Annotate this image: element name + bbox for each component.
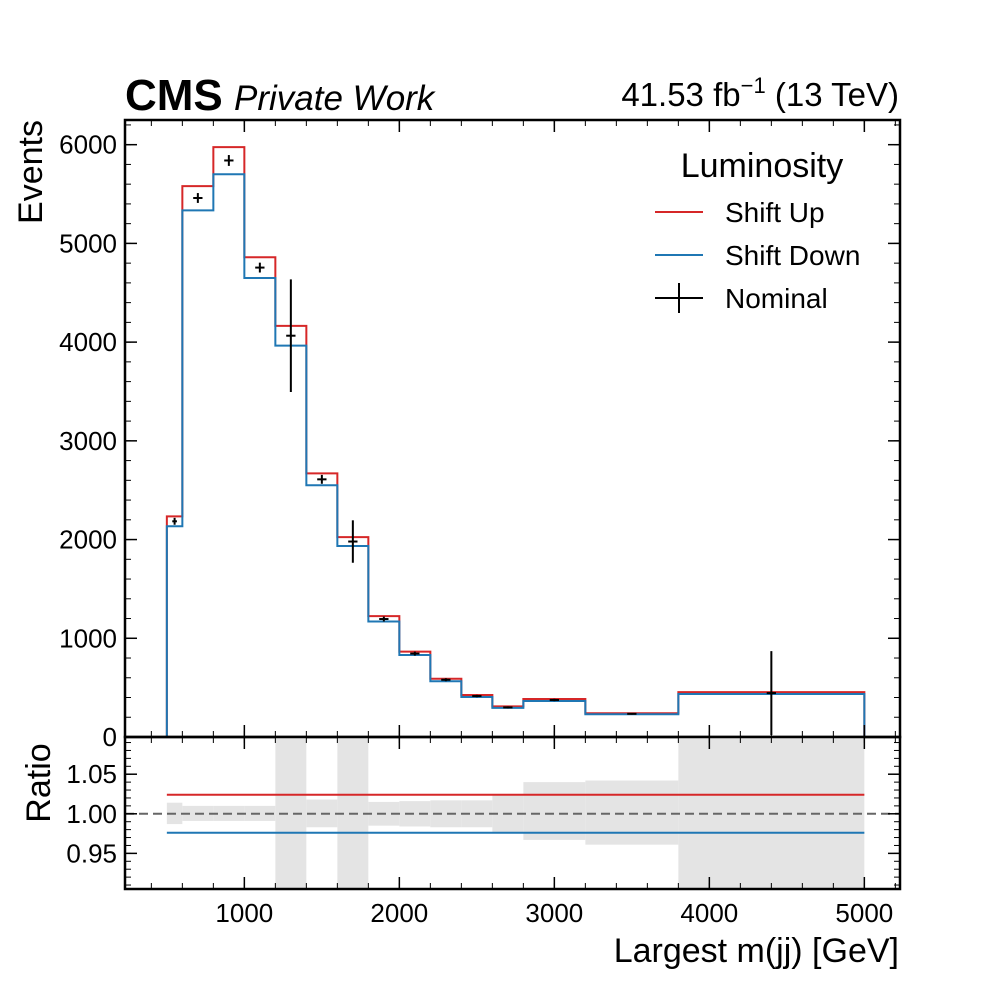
nominal-point (627, 712, 637, 715)
nominal-point (317, 474, 327, 484)
y-tick-label: 2000 (59, 525, 117, 555)
nominal-point (224, 155, 234, 166)
lumi-value: 41.53 fb (621, 76, 740, 113)
ratio-tick-labels: 0.95 1.00 1.05 1000 2000 3000 4000 5000 (66, 759, 893, 928)
y-tick-label: 5000 (59, 228, 117, 258)
nominal-point (410, 651, 420, 656)
nominal-point (286, 279, 296, 392)
lumi-label: 41.53 fb−1 (13 TeV) (621, 73, 899, 113)
ratio-panel: 0.95 1.00 1.05 1000 2000 3000 4000 5000 Ratio L… (20, 735, 902, 970)
legend-title: Luminosity (681, 147, 844, 185)
ratio-lines (125, 793, 900, 834)
lumi-exponent: −1 (741, 73, 766, 98)
y-tick-label: 0.95 (66, 838, 117, 868)
legend-entry-shift-up: Shift Up (725, 197, 825, 228)
y-tick-label: 3000 (59, 426, 117, 456)
nominal-point (348, 520, 358, 563)
y-tick-label: 0 (103, 722, 117, 752)
y-axis-label: Events (12, 120, 50, 224)
x-tick-label: 4000 (680, 898, 738, 928)
step-series-shift-down (165, 173, 866, 737)
y-tick-label: 4000 (59, 327, 117, 357)
nominal-point (503, 706, 513, 709)
legend-entry-nominal: Nominal (725, 283, 828, 314)
y-tick-label: 6000 (59, 130, 117, 160)
x-axis-label: Largest m(jj) [GeV] (614, 932, 899, 970)
energy-label: (13 TeV) (775, 76, 899, 113)
y-tick-label: 1.05 (66, 759, 117, 789)
y-tick-label: 1.00 (66, 799, 117, 829)
nominal-point (193, 193, 203, 203)
experiment-label: CMS (125, 71, 223, 120)
nominal-point (549, 698, 559, 702)
lumi-spacer (766, 76, 775, 113)
x-tick-label: 1000 (215, 898, 273, 928)
x-tick-label: 5000 (835, 898, 893, 928)
x-tick-label: 2000 (370, 898, 428, 928)
main-tick-labels: 0 1000 2000 3000 4000 5000 6000 (59, 130, 117, 752)
ratio-axis-label: Ratio (20, 743, 58, 822)
step-series-shift-up (165, 146, 866, 737)
ratio-frame (123, 735, 902, 891)
nominal-point (766, 651, 776, 736)
legend: Luminosity Shift Up Shift Down Nominal (655, 147, 860, 314)
nominal-point (379, 616, 389, 622)
nominal-point (255, 262, 265, 273)
nominal-point (472, 694, 482, 698)
main-errorbars (172, 155, 776, 736)
status-label: Private Work (234, 79, 436, 118)
nominal-point (441, 678, 451, 682)
legend-entry-shift-down: Shift Down (725, 240, 860, 271)
nominal-point (172, 517, 177, 525)
uncertainty-band-bin (523, 782, 586, 840)
x-tick-label: 3000 (525, 898, 583, 928)
main-steps (165, 146, 866, 737)
uncertainty-band-bin (585, 780, 679, 845)
y-tick-label: 1000 (59, 623, 117, 653)
